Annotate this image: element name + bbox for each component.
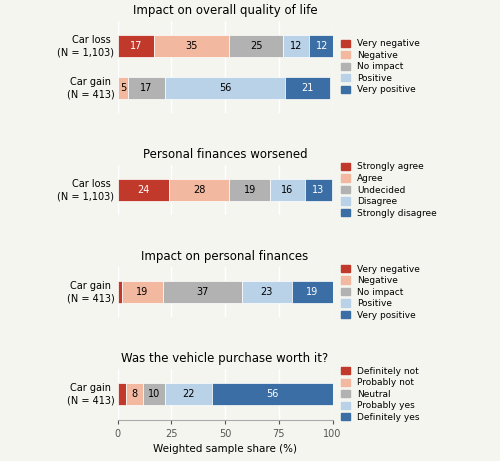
Bar	[242, 281, 292, 303]
Bar	[118, 281, 122, 303]
Bar	[118, 179, 169, 201]
Text: 35: 35	[186, 41, 198, 51]
Text: 56: 56	[266, 390, 278, 399]
Bar	[165, 77, 285, 99]
Bar	[144, 384, 165, 405]
Text: 56: 56	[219, 83, 231, 93]
Bar	[283, 35, 309, 57]
Text: 23: 23	[260, 287, 273, 297]
Legend: Very negative, Negative, No impact, Positive, Very positive: Very negative, Negative, No impact, Posi…	[341, 265, 420, 320]
Text: 17: 17	[130, 41, 142, 51]
Text: 16: 16	[281, 185, 293, 195]
Text: 12: 12	[290, 41, 302, 51]
Bar	[118, 35, 154, 57]
Bar	[230, 179, 270, 201]
Text: 13: 13	[312, 185, 324, 195]
Text: 21: 21	[302, 83, 314, 93]
Bar	[118, 77, 128, 99]
Text: 28: 28	[193, 185, 205, 195]
Text: 37: 37	[196, 287, 208, 297]
Bar	[212, 384, 332, 405]
Bar	[122, 281, 162, 303]
Text: Car loss 
(N = 1,103): Car loss (N = 1,103)	[58, 35, 114, 57]
Text: 5: 5	[120, 83, 126, 93]
Bar	[128, 77, 165, 99]
Text: 19: 19	[306, 287, 318, 297]
Bar	[309, 35, 334, 57]
Bar	[162, 281, 242, 303]
Text: 10: 10	[148, 390, 160, 399]
Text: Car gain 
(N = 413): Car gain (N = 413)	[66, 77, 114, 99]
Bar	[270, 179, 304, 201]
Bar	[230, 35, 283, 57]
Text: 8: 8	[132, 390, 138, 399]
Text: 22: 22	[182, 390, 194, 399]
Text: 19: 19	[136, 287, 148, 297]
Bar	[126, 384, 144, 405]
Text: 24: 24	[137, 185, 149, 195]
Legend: Definitely not, Probably not, Neutral, Probably yes, Definitely yes: Definitely not, Probably not, Neutral, P…	[341, 367, 420, 422]
Bar	[154, 35, 230, 57]
Text: Car gain 
(N = 413): Car gain (N = 413)	[66, 281, 114, 303]
Legend: Strongly agree, Agree, Undecided, Disagree, Strongly disagree: Strongly agree, Agree, Undecided, Disagr…	[341, 162, 437, 218]
Text: 12: 12	[316, 41, 328, 51]
X-axis label: Weighted sample share (%): Weighted sample share (%)	[153, 444, 297, 454]
Title: Impact on overall quality of life: Impact on overall quality of life	[132, 4, 318, 17]
Text: 17: 17	[140, 83, 152, 93]
Bar	[292, 281, 333, 303]
Legend: Very negative, Negative, No impact, Positive, Very positive: Very negative, Negative, No impact, Posi…	[341, 39, 420, 95]
Bar	[118, 384, 126, 405]
Title: Impact on personal finances: Impact on personal finances	[142, 250, 308, 263]
Title: Was the vehicle purchase worth it?: Was the vehicle purchase worth it?	[122, 352, 328, 365]
Text: Car gain 
(N = 413): Car gain (N = 413)	[66, 383, 114, 406]
Bar	[285, 77, 331, 99]
Text: 19: 19	[244, 185, 256, 195]
Bar	[165, 384, 212, 405]
Title: Personal finances worsened: Personal finances worsened	[142, 148, 308, 161]
Text: 25: 25	[250, 41, 262, 51]
Bar	[169, 179, 230, 201]
Text: Car loss 
(N = 1,103): Car loss (N = 1,103)	[58, 179, 114, 201]
Bar	[304, 179, 332, 201]
